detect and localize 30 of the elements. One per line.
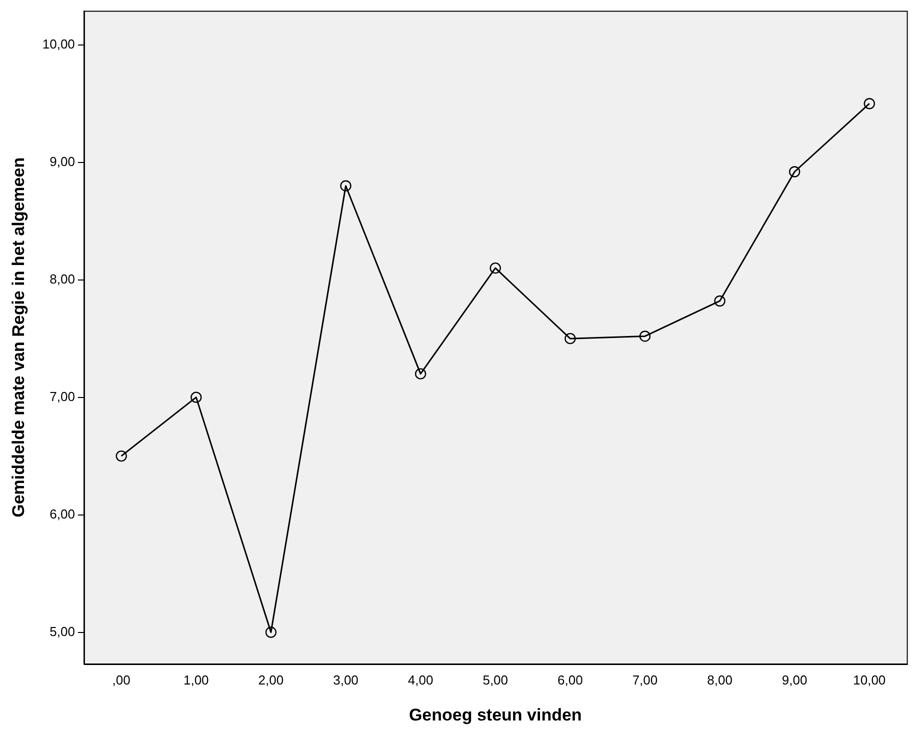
x-tick-label: 7,00 [632, 672, 658, 688]
point [864, 98, 875, 110]
x-tick-label: 4,00 [408, 672, 434, 688]
x-tick-label: 9,00 [782, 672, 808, 688]
point [340, 180, 352, 192]
y-tick-label: 5,00 [50, 624, 75, 639]
y-tick-label: 10,00 [42, 36, 75, 52]
y-tick-label: 8,00 [50, 271, 75, 286]
x-tick-label: ,00 [112, 672, 130, 688]
y-axis-title: Gemiddelde mate van Regie in het algemeen [8, 157, 28, 518]
x-tick-label: 6,00 [558, 672, 583, 688]
y-tick-label: 6,00 [50, 506, 75, 522]
y-tick-label: 9,00 [50, 154, 75, 169]
point [490, 262, 501, 274]
point [564, 332, 576, 344]
x-tick-label: 2,00 [258, 672, 284, 688]
point [788, 166, 800, 178]
point [116, 450, 127, 462]
point [265, 626, 277, 638]
x-tick-label: 3,00 [333, 672, 358, 688]
y-tick-label: 7,00 [50, 388, 75, 404]
x-tick-label: 1,00 [183, 672, 209, 688]
x-tick-label: 8,00 [707, 672, 732, 688]
point [639, 330, 651, 342]
point [714, 295, 726, 307]
x-tick-label: 5,00 [482, 672, 508, 688]
x-axis-title: Genoeg steun vinden [408, 705, 582, 724]
point [190, 392, 202, 403]
x-tick-label: 10,00 [853, 672, 886, 688]
point [414, 368, 426, 380]
